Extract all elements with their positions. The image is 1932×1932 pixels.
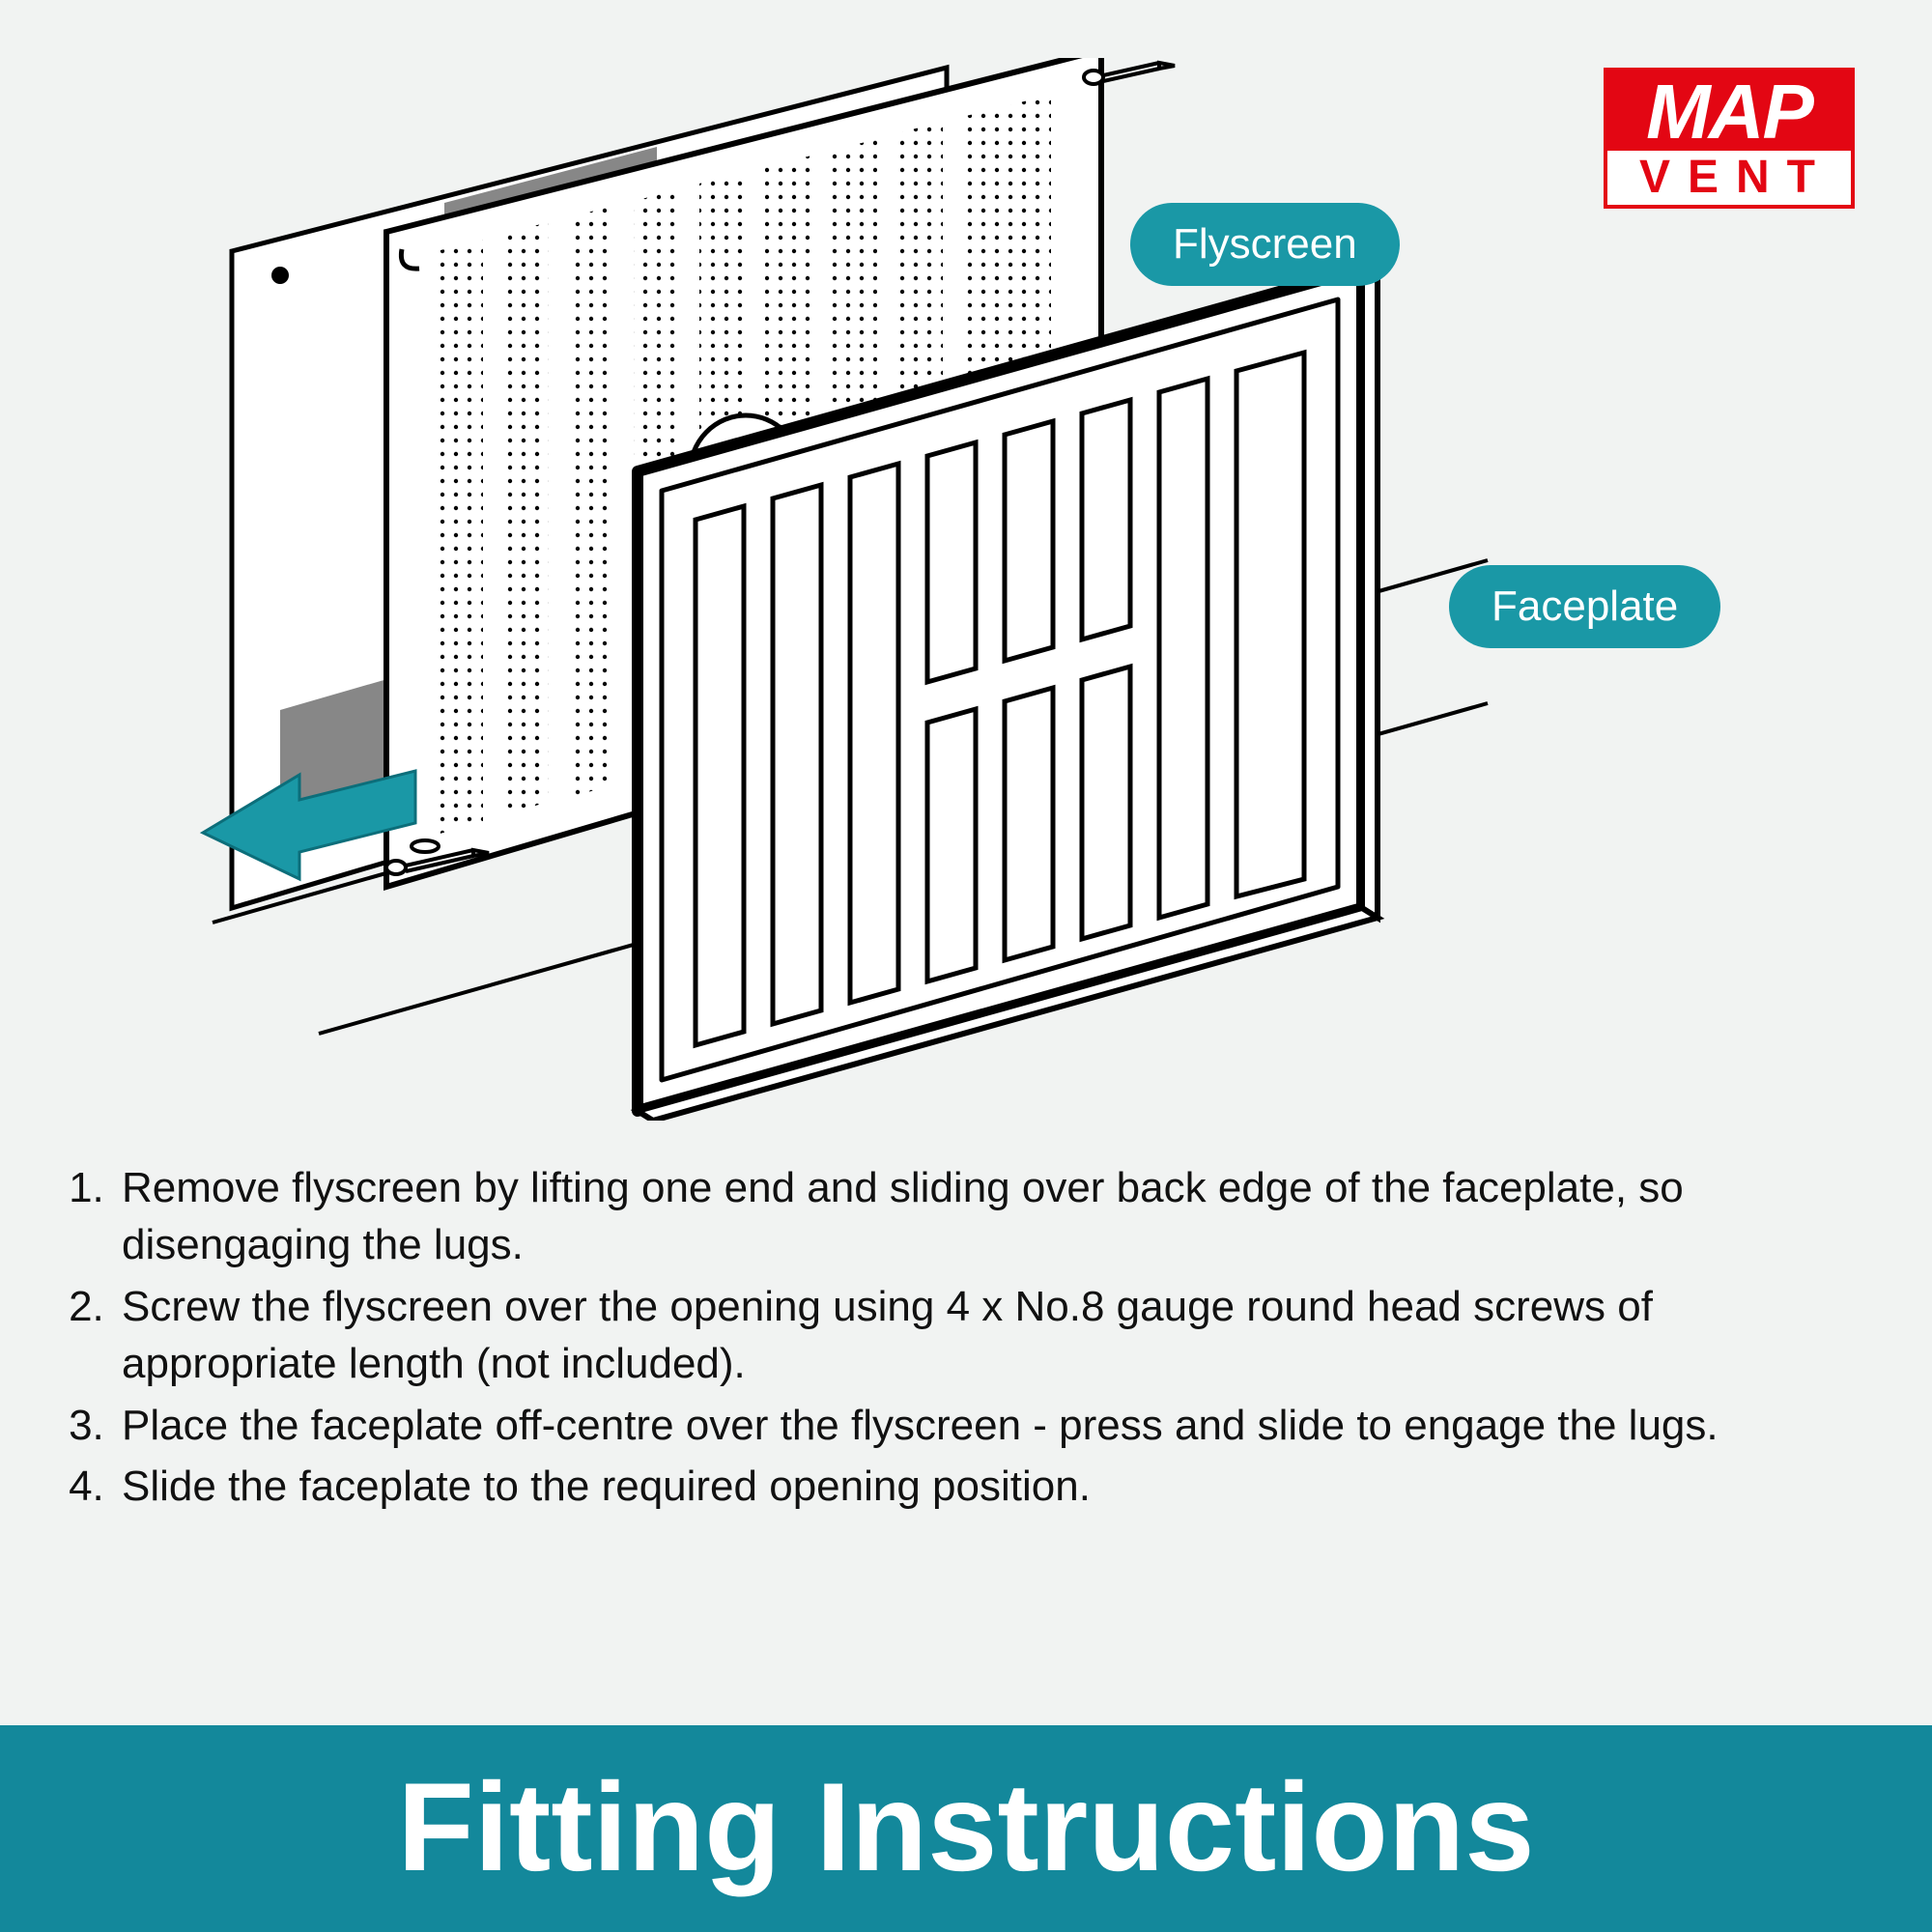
fitting-instructions-list: Remove flyscreen by lifting one end and … xyxy=(58,1159,1874,1519)
faceplate-label: Faceplate xyxy=(1449,565,1720,648)
instruction-step: Remove flyscreen by lifting one end and … xyxy=(116,1159,1874,1274)
brand-logo: MAP VENT xyxy=(1604,68,1855,209)
instruction-step: Slide the faceplate to the required open… xyxy=(116,1458,1874,1515)
instruction-step: Place the faceplate off-centre over the … xyxy=(116,1397,1874,1454)
flyscreen-label: Flyscreen xyxy=(1130,203,1400,286)
logo-top-text: MAP xyxy=(1607,71,1851,151)
logo-bottom-text: VENT xyxy=(1607,151,1851,205)
instruction-step: Screw the flyscreen over the opening usi… xyxy=(116,1278,1874,1393)
footer-title: Fitting Instructions xyxy=(0,1725,1932,1932)
